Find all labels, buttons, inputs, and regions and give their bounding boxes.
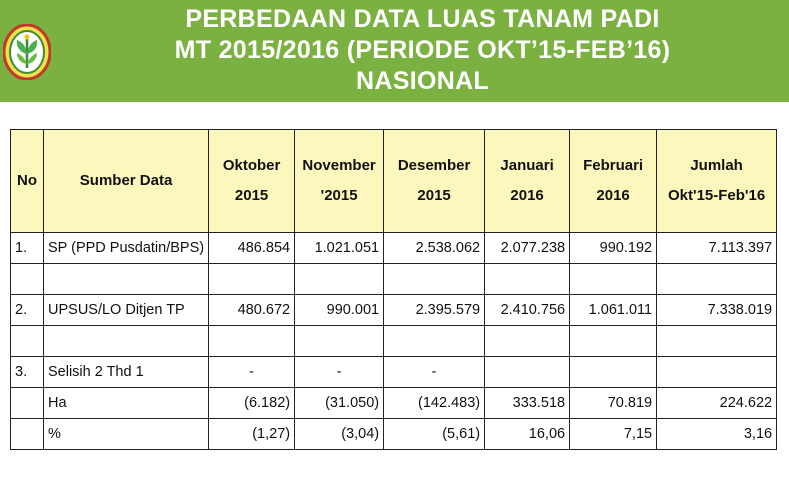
row-source: %	[42, 418, 210, 450]
title-banner: PERBEDAAN DATA LUAS TANAM PADI MT 2015/2…	[0, 0, 789, 102]
header-source: Sumber Data	[42, 129, 210, 233]
cell-oct: (6.182)	[208, 387, 296, 419]
table-row-empty	[10, 325, 778, 357]
cell-nov: 1.021.051	[294, 232, 385, 264]
cell-jan: 333.518	[484, 387, 571, 419]
rice-planting-area-table: No Sumber Data Oktober 2015 November '2015…	[10, 129, 778, 450]
title-line-2: MT 2015/2016 (PERIODE OKT’15-FEB’16)	[174, 36, 671, 64]
cell-oct: 486.854	[208, 232, 296, 264]
cell-total: 3,16	[656, 418, 778, 450]
table-row-percent: % (1,27) (3,04) (5,61) 16,06 7,15 3,16	[10, 418, 778, 450]
cell-nov: (31.050)	[294, 387, 385, 419]
header-feb: Februari 2016	[569, 129, 658, 233]
cell-dec: 2.395.579	[383, 294, 486, 326]
cell-nov: (3,04)	[294, 418, 385, 450]
header-nov: November '2015	[294, 129, 385, 233]
row-source: Selisih 2 Thd 1	[42, 356, 210, 388]
row-source: UPSUS/LO Ditjen TP	[42, 294, 210, 326]
cell-jan: 2.077.238	[484, 232, 571, 264]
table-row-selisih: 3. Selisih 2 Thd 1 - - -	[10, 356, 778, 388]
header-no: No	[10, 129, 44, 233]
cell-feb: 70.819	[569, 387, 658, 419]
cell-oct: (1,27)	[208, 418, 296, 450]
cell-nov: -	[294, 356, 385, 388]
table-row-sp: 1. SP (PPD Pusdatin/BPS) 486.854 1.021.0…	[10, 232, 778, 264]
cell-jan: 2.410.756	[484, 294, 571, 326]
cell-dec: (5,61)	[383, 418, 486, 450]
cell-feb: 7,15	[569, 418, 658, 450]
cell-total: 7.113.397	[656, 232, 778, 264]
row-source: Ha	[42, 387, 210, 419]
header-jan: Januari 2016	[484, 129, 571, 233]
title-line-1: PERBEDAAN DATA LUAS TANAM PADI	[185, 5, 660, 33]
table-row-ha: Ha (6.182) (31.050) (142.483) 333.518 70…	[10, 387, 778, 419]
page-title: PERBEDAAN DATA LUAS TANAM PADI MT 2015/2…	[56, 4, 789, 97]
table-header-row: No Sumber Data Oktober 2015 November '2015…	[10, 129, 778, 233]
row-source: SP (PPD Pusdatin/BPS)	[42, 232, 210, 264]
cell-jan: 16,06	[484, 418, 571, 450]
row-number: 1.	[10, 232, 44, 264]
ministry-of-agriculture-seal-icon	[2, 23, 52, 81]
cell-dec: (142.483)	[383, 387, 486, 419]
row-number: 3.	[10, 356, 44, 388]
row-number: 2.	[10, 294, 44, 326]
cell-oct: 480.672	[208, 294, 296, 326]
header-total: Jumlah Okt'15-Feb'16	[656, 129, 778, 233]
cell-dec: -	[383, 356, 486, 388]
cell-feb: 990.192	[569, 232, 658, 264]
cell-nov: 990.001	[294, 294, 385, 326]
cell-total: 7.338.019	[656, 294, 778, 326]
cell-oct: -	[208, 356, 296, 388]
header-oct: Oktober 2015	[208, 129, 296, 233]
table-row-empty	[10, 263, 778, 295]
cell-total: 224.622	[656, 387, 778, 419]
table-row-upsus: 2. UPSUS/LO Ditjen TP 480.672 990.001 2.…	[10, 294, 778, 326]
header-dec: Desember 2015	[383, 129, 486, 233]
title-line-3: NASIONAL	[356, 67, 489, 95]
cell-dec: 2.538.062	[383, 232, 486, 264]
cell-feb: 1.061.011	[569, 294, 658, 326]
